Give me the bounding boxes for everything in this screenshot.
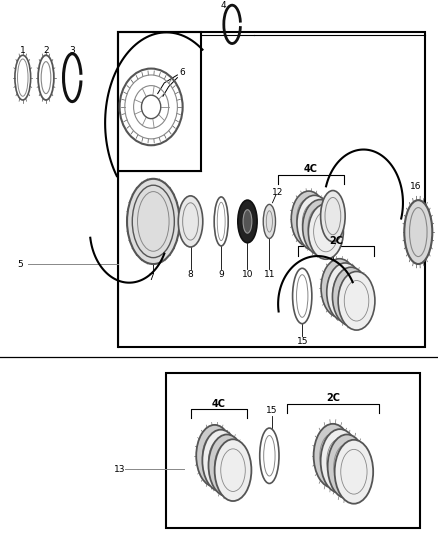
Ellipse shape (263, 204, 276, 238)
Bar (118, 33, 425, 346)
Ellipse shape (127, 179, 180, 264)
Text: 5: 5 (18, 260, 23, 269)
Ellipse shape (321, 190, 345, 241)
Text: 2C: 2C (329, 236, 343, 246)
Ellipse shape (327, 263, 364, 321)
Ellipse shape (321, 429, 359, 493)
Text: 6: 6 (179, 68, 185, 77)
Bar (118, 33, 201, 171)
Text: 9: 9 (218, 270, 224, 279)
Text: 1: 1 (20, 46, 26, 55)
Text: 14: 14 (329, 262, 341, 271)
Ellipse shape (338, 271, 375, 330)
Ellipse shape (243, 209, 252, 233)
Ellipse shape (208, 434, 245, 496)
Text: 11: 11 (264, 270, 275, 279)
Text: 15: 15 (266, 406, 277, 415)
Text: 4C: 4C (304, 164, 318, 174)
Text: 4C: 4C (212, 399, 226, 409)
Ellipse shape (328, 434, 366, 498)
Text: 8: 8 (187, 270, 194, 279)
Ellipse shape (332, 267, 369, 326)
Text: 10: 10 (242, 270, 253, 279)
Ellipse shape (202, 430, 239, 491)
Ellipse shape (196, 425, 233, 487)
Text: 16: 16 (410, 182, 422, 191)
Text: 2: 2 (43, 46, 49, 55)
Bar (166, 373, 420, 528)
Ellipse shape (215, 439, 251, 501)
Ellipse shape (335, 440, 373, 504)
Text: 3: 3 (69, 46, 75, 55)
Text: 13: 13 (114, 465, 125, 474)
Text: 15: 15 (297, 337, 308, 346)
Ellipse shape (291, 191, 326, 246)
Ellipse shape (314, 424, 352, 488)
Text: 2C: 2C (326, 393, 340, 403)
Ellipse shape (297, 195, 332, 251)
Ellipse shape (404, 200, 432, 264)
Ellipse shape (321, 259, 358, 317)
Ellipse shape (178, 196, 203, 247)
Ellipse shape (303, 199, 338, 255)
Text: 12: 12 (272, 188, 284, 197)
Ellipse shape (238, 200, 257, 243)
Text: 7: 7 (148, 273, 154, 282)
Text: 4: 4 (221, 1, 226, 10)
Ellipse shape (308, 204, 343, 259)
